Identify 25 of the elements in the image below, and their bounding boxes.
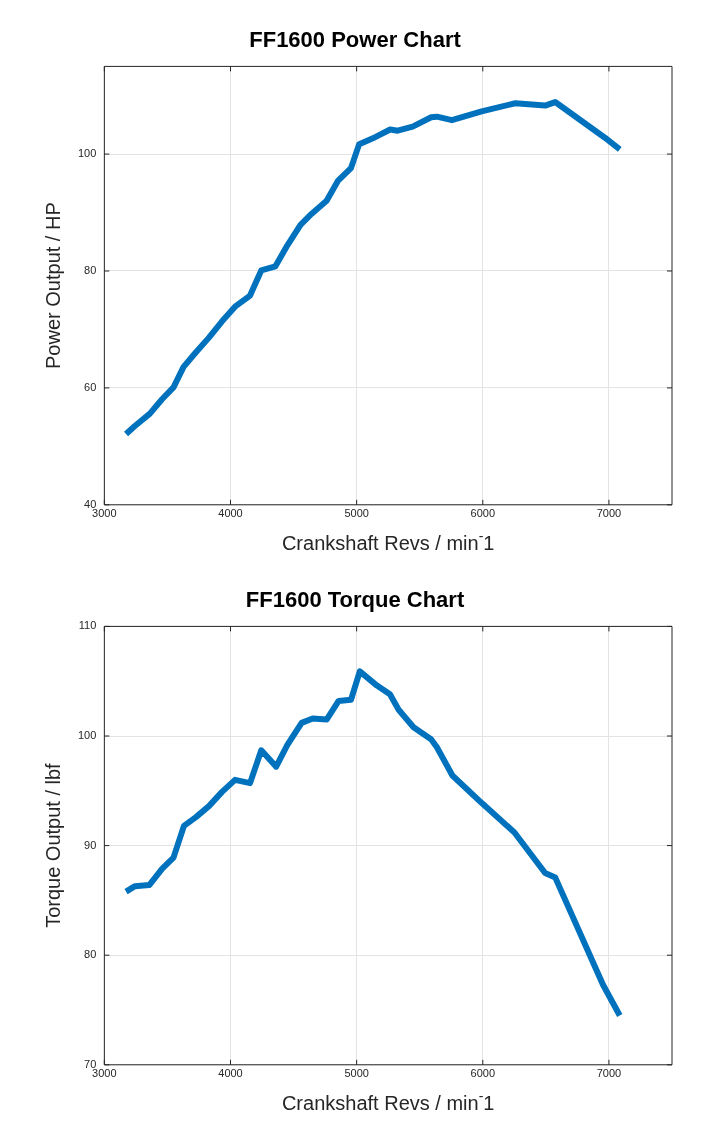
y-tick-label: 80 [84, 948, 97, 961]
y-tick-label: 100 [77, 147, 97, 160]
y-axis-title: Power Output / HP [41, 202, 64, 369]
y-tick-label: 70 [84, 1057, 97, 1070]
y-tick-label: 40 [84, 497, 97, 510]
y-axis-title: Torque Output / lbf [41, 762, 64, 928]
x-tick-label: 3000 [92, 1067, 117, 1080]
x-tick-label: 7000 [596, 1067, 622, 1080]
x-tick-label: 4000 [218, 1067, 243, 1080]
y-tick-label: 100 [77, 729, 97, 742]
x-tick-label: 7000 [596, 507, 622, 520]
y-tick-label: 60 [84, 380, 97, 393]
x-tick-label: 5000 [344, 507, 369, 520]
x-tick-label: 3000 [92, 507, 117, 520]
x-axis-title: Crankshaft Revs / min-1 [281, 527, 495, 555]
x-axis-title: Crankshaft Revs / min-1 [281, 1087, 495, 1115]
x-tick-label: 5000 [344, 1067, 369, 1080]
y-tick-label: 110 [78, 619, 97, 632]
chart-title: FF1600 Power Chart [249, 27, 462, 53]
chart-title: FF1600 Torque Chart [245, 587, 465, 613]
y-tick-label: 90 [84, 838, 97, 851]
x-tick-label: 4000 [218, 507, 243, 520]
y-tick-label: 80 [84, 264, 97, 277]
x-tick-label: 6000 [470, 507, 496, 520]
x-tick-label: 6000 [470, 1067, 496, 1080]
